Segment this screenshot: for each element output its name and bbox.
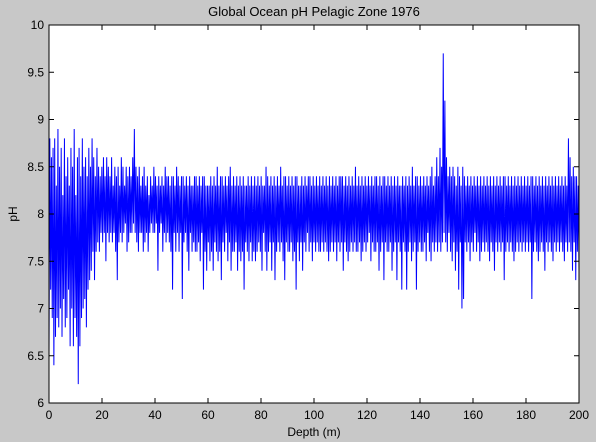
x-tick-label: 120 <box>357 408 377 422</box>
y-tick-label: 7.5 <box>27 254 44 268</box>
y-tick-label: 8 <box>37 207 44 221</box>
x-tick-label: 160 <box>463 408 483 422</box>
chart-title: Global Ocean pH Pelagic Zone 1976 <box>208 4 420 19</box>
x-tick-label: 100 <box>304 408 324 422</box>
y-axis-label: pH <box>6 206 20 221</box>
x-tick-label: 0 <box>46 408 53 422</box>
y-tick-label: 6 <box>37 396 44 410</box>
x-axis-ticks: 0 20 40 60 80 100 120 140 160 180 200 <box>46 25 589 422</box>
y-axis-ticks: 6 6.5 7 7.5 8 8.5 9 9.5 10 <box>27 18 579 410</box>
x-tick-label: 40 <box>148 408 162 422</box>
y-tick-label: 6.5 <box>27 349 44 363</box>
y-tick-label: 9.5 <box>27 65 44 79</box>
x-tick-label: 200 <box>569 408 589 422</box>
y-tick-label: 10 <box>31 18 45 32</box>
x-tick-label: 20 <box>95 408 109 422</box>
x-tick-label: 60 <box>201 408 215 422</box>
data-layer <box>48 53 580 385</box>
y-tick-label: 9 <box>37 113 44 127</box>
x-axis-label: Depth (m) <box>287 425 340 439</box>
x-tick-label: 180 <box>516 408 536 422</box>
x-tick-label: 80 <box>254 408 268 422</box>
x-tick-label: 140 <box>410 408 430 422</box>
y-tick-label: 7 <box>37 302 44 316</box>
y-tick-label: 8.5 <box>27 160 44 174</box>
series-line <box>48 53 580 385</box>
